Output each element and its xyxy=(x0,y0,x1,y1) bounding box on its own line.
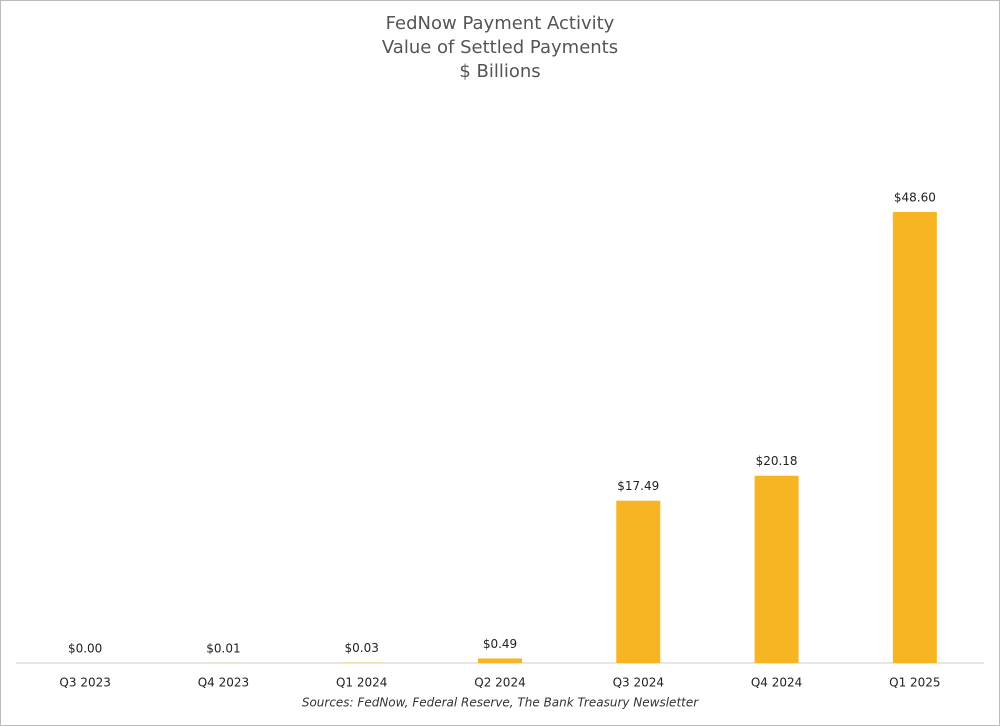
chart-title: Value of Settled Payments xyxy=(382,37,618,58)
x-tick-label: Q2 2024 xyxy=(474,676,525,690)
x-tick-label: Q4 2024 xyxy=(751,676,802,690)
bar xyxy=(616,500,661,663)
bar xyxy=(478,658,522,663)
data-label: $0.00 xyxy=(68,642,102,656)
x-tick-label: Q3 2023 xyxy=(59,676,110,690)
chart-title: $ Billions xyxy=(459,61,540,82)
bar xyxy=(754,475,799,663)
x-tick-label: Q1 2025 xyxy=(889,676,940,690)
x-tick-label: Q4 2023 xyxy=(198,676,249,690)
data-label: $0.03 xyxy=(345,641,379,655)
x-tick-label: Q1 2024 xyxy=(336,676,387,690)
source-note: Sources: FedNow, Federal Reserve, The Ba… xyxy=(302,696,699,710)
bar xyxy=(892,212,937,663)
data-label: $48.60 xyxy=(894,191,936,205)
data-label: $0.01 xyxy=(206,641,240,655)
data-label: $17.49 xyxy=(617,479,659,493)
data-label: $0.49 xyxy=(483,637,517,651)
x-tick-label: Q3 2024 xyxy=(613,676,664,690)
chart-title: FedNow Payment Activity xyxy=(386,13,615,34)
data-label: $20.18 xyxy=(756,454,798,468)
